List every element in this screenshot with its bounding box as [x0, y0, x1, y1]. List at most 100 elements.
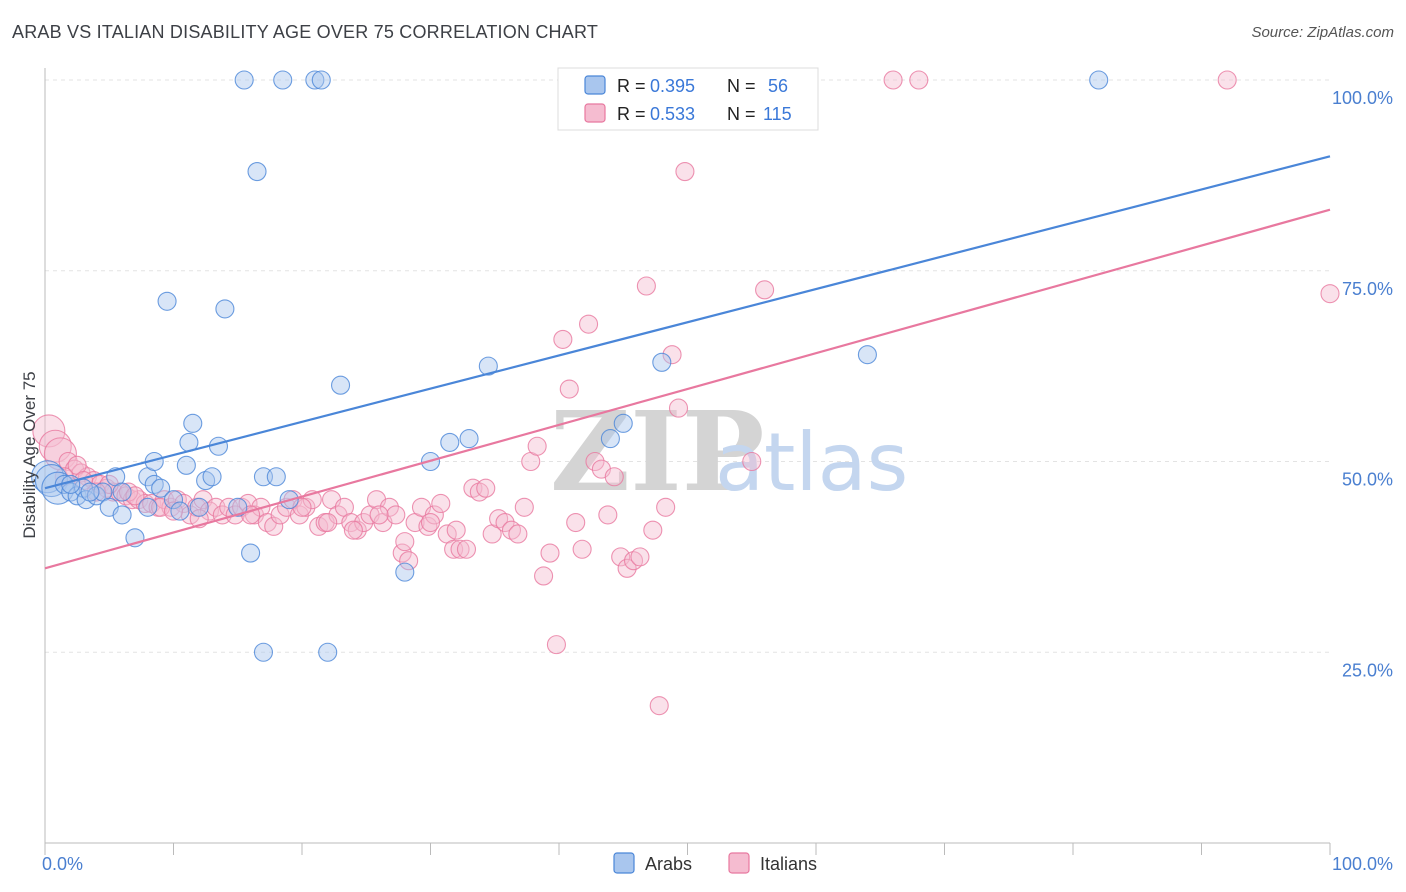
italians-point	[630, 547, 650, 567]
arabs-point	[652, 352, 672, 372]
legend-arabs-label: Arabs	[645, 854, 692, 874]
arabs-point	[305, 70, 325, 90]
arabs-point	[253, 642, 274, 662]
stats-italians-swatch	[584, 103, 606, 123]
italians-point	[566, 512, 586, 533]
points-layer	[31, 70, 1340, 716]
arabs-point	[61, 474, 81, 494]
italians-point	[446, 520, 466, 540]
italians-point	[598, 505, 618, 525]
arabs-point	[202, 467, 222, 487]
italians-point	[534, 566, 554, 586]
italians-point	[585, 451, 605, 472]
arabs-point	[600, 429, 620, 449]
y-tick-label: 25.0%	[1342, 660, 1393, 680]
italians-point	[270, 505, 290, 525]
italians-point	[386, 505, 406, 525]
y-tick-label: 100.0%	[1332, 88, 1393, 108]
watermark: ZIP atlas	[550, 387, 908, 516]
arabs-point	[478, 356, 498, 376]
arabs-point	[183, 413, 203, 433]
arabs-point	[273, 70, 293, 90]
italians-point	[264, 516, 284, 536]
stats-arabs-n-value: 56	[768, 76, 788, 96]
italians-point	[399, 551, 419, 571]
italians-point	[379, 497, 399, 517]
italians-point	[559, 379, 579, 399]
italians-point	[1217, 70, 1237, 90]
italians-point	[572, 539, 592, 559]
legend: Arabs Italians	[613, 852, 817, 874]
italians-point	[649, 696, 669, 716]
italians-point	[662, 345, 682, 365]
italians-point	[495, 512, 515, 533]
italians-point	[431, 493, 451, 514]
arabs-point	[112, 482, 132, 502]
italians-point	[450, 539, 470, 559]
arabs-point	[459, 429, 479, 449]
italians-point	[636, 276, 656, 296]
chart-source: Source: ZipAtlas.com	[1251, 24, 1394, 41]
italians-point	[395, 532, 415, 552]
italians-point	[643, 520, 663, 540]
arabs-point	[228, 497, 248, 517]
italians-point	[392, 543, 412, 563]
italians-point	[755, 280, 775, 300]
stats-arabs-r-label: R =	[617, 76, 646, 96]
arabs-point	[857, 345, 877, 365]
italians-trend-line	[44, 208, 1331, 570]
italians-point	[514, 497, 534, 517]
arabs-point	[189, 497, 209, 517]
italians-point	[546, 635, 566, 655]
arabs-point	[112, 505, 132, 525]
italians-point	[540, 543, 560, 563]
italians-point	[318, 512, 338, 533]
x-tick-label: 0.0%	[42, 854, 83, 874]
arabs-point	[440, 432, 460, 452]
watermark-zip: ZIP	[550, 387, 764, 516]
italians-point	[668, 398, 689, 418]
stats-arabs-r-value: 0.395	[650, 76, 695, 96]
watermark-atlas: atlas	[715, 416, 908, 509]
arabs-point	[157, 291, 177, 311]
arabs-point	[170, 501, 190, 521]
italians-point	[883, 70, 903, 90]
stats-italians-n-value: 115	[763, 104, 792, 124]
arabs-point	[395, 562, 415, 582]
arabs-point	[151, 478, 171, 498]
axis-layer: 25.0% 50.0% 75.0% 100.0% 0.0% 100.0%	[42, 68, 1393, 874]
italians-point	[611, 547, 631, 567]
italians-point	[343, 520, 363, 540]
arabs-point	[330, 375, 351, 395]
italians-point	[656, 497, 676, 517]
arabs-point	[613, 413, 633, 433]
arabs-point	[80, 482, 100, 502]
arabs-point	[138, 497, 158, 517]
italians-point	[508, 524, 528, 544]
arabs-point	[176, 455, 196, 475]
italians-point	[617, 558, 637, 578]
stats-italians-n-label: N =	[727, 104, 756, 124]
legend-arabs-swatch	[613, 852, 635, 874]
italians-point	[553, 329, 573, 349]
y-tick-label: 75.0%	[1342, 279, 1393, 299]
italians-point	[289, 505, 309, 525]
italians-point	[742, 451, 762, 472]
arabs-point	[54, 474, 74, 494]
arabs-point	[208, 436, 229, 456]
italians-point	[579, 314, 599, 334]
arabs-point	[241, 543, 261, 563]
italians-point	[1320, 284, 1340, 304]
x-tick-label: 100.0%	[1332, 854, 1393, 874]
arabs-point	[311, 70, 331, 90]
italians-point	[125, 486, 145, 506]
italians-point	[675, 162, 695, 182]
italians-point	[420, 512, 441, 533]
italians-point	[163, 501, 184, 521]
y-tick-label: 50.0%	[1342, 470, 1393, 490]
arabs-point	[266, 467, 286, 487]
arabs-point	[247, 162, 267, 182]
italians-point	[604, 467, 624, 487]
arabs-point	[215, 299, 235, 319]
